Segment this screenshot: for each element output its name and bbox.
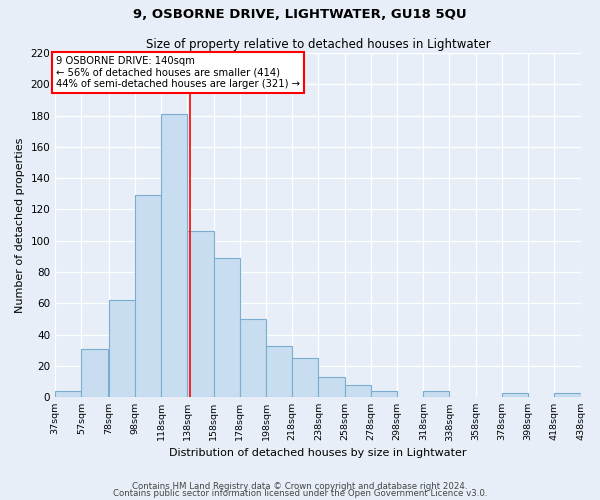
Bar [554,392,581,397]
Bar [82,348,107,397]
Bar [135,196,161,397]
Bar [187,232,214,397]
Bar [502,392,528,397]
Title: Size of property relative to detached houses in Lightwater: Size of property relative to detached ho… [146,38,490,51]
Bar [371,391,397,397]
Text: 9, OSBORNE DRIVE, LIGHTWATER, GU18 5QU: 9, OSBORNE DRIVE, LIGHTWATER, GU18 5QU [133,8,467,20]
Bar [344,384,371,397]
Bar [214,258,240,397]
Text: Contains public sector information licensed under the Open Government Licence v3: Contains public sector information licen… [113,490,487,498]
Text: 9 OSBORNE DRIVE: 140sqm
← 56% of detached houses are smaller (414)
44% of semi-d: 9 OSBORNE DRIVE: 140sqm ← 56% of detache… [56,56,301,90]
Bar [423,391,449,397]
Text: Contains HM Land Registry data © Crown copyright and database right 2024.: Contains HM Land Registry data © Crown c… [132,482,468,491]
Bar [161,114,187,397]
Bar [109,300,135,397]
Bar [292,358,319,397]
Bar [240,319,266,397]
Bar [319,377,344,397]
Bar [55,391,82,397]
Y-axis label: Number of detached properties: Number of detached properties [15,138,25,313]
Bar [266,346,292,397]
X-axis label: Distribution of detached houses by size in Lightwater: Distribution of detached houses by size … [169,448,467,458]
